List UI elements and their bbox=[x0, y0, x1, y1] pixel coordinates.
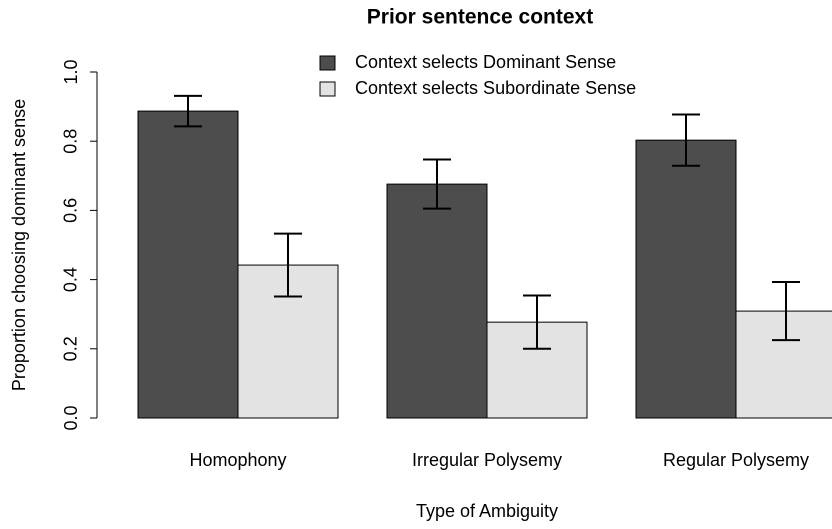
error-bar bbox=[672, 113, 700, 167]
y-tick-label: 0.4 bbox=[61, 267, 81, 292]
error-bar bbox=[423, 158, 451, 210]
error-bar bbox=[523, 294, 551, 350]
bar bbox=[635, 139, 737, 419]
x-axis-label: Type of Ambiguity bbox=[416, 501, 558, 521]
legend-swatch bbox=[319, 55, 336, 71]
legend-label: Context selects Subordinate Sense bbox=[355, 78, 636, 98]
error-bar bbox=[174, 94, 202, 128]
y-axis-label: Proportion choosing dominant sense bbox=[9, 99, 29, 391]
x-tick-label: Regular Polysemy bbox=[663, 450, 809, 470]
y-tick-label: 0.8 bbox=[61, 129, 81, 154]
bar bbox=[735, 310, 832, 419]
legend-swatch bbox=[319, 81, 336, 97]
y-tick-label: 0.2 bbox=[61, 336, 81, 361]
bar bbox=[137, 110, 239, 419]
x-tick-label: Homophony bbox=[189, 450, 286, 470]
x-tick-label: Irregular Polysemy bbox=[412, 450, 562, 470]
bar bbox=[386, 183, 488, 419]
y-tick-label: 1.0 bbox=[61, 59, 81, 84]
chart-title: Prior sentence context bbox=[367, 6, 593, 29]
error-bar bbox=[274, 232, 302, 298]
legend-label: Context selects Dominant Sense bbox=[355, 52, 616, 72]
y-tick-label: 0.0 bbox=[61, 405, 81, 430]
error-bar bbox=[772, 281, 800, 342]
y-tick-label: 0.6 bbox=[61, 198, 81, 223]
